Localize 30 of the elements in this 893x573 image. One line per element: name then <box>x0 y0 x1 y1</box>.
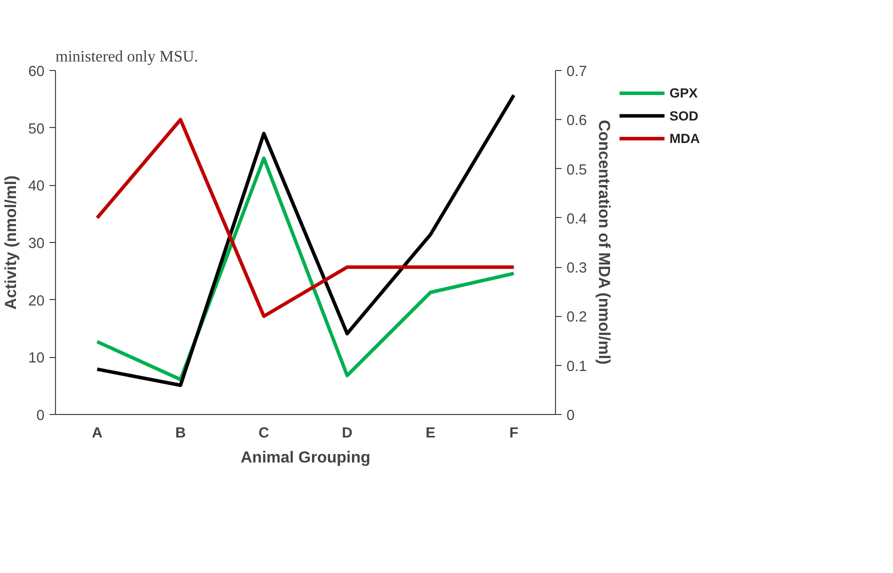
x-tick-label: D <box>342 426 352 442</box>
y2-tick-label: 0.7 <box>566 64 587 80</box>
y2-tick-label: 0.3 <box>566 260 587 277</box>
y2-tick-label: 0.5 <box>566 162 587 178</box>
y2-tick-label: 0.1 <box>566 358 587 375</box>
y2-tick-label: 0.2 <box>566 310 587 326</box>
y-tick-label: 30 <box>28 236 45 252</box>
y-tick-label: 0 <box>36 408 45 424</box>
legend-label: SOD <box>670 108 699 124</box>
x-axis-title: Animal Grouping <box>240 450 370 466</box>
x-tick-label: B <box>175 426 186 442</box>
y-tick-label: 50 <box>28 121 45 138</box>
x-tick-label: C <box>258 426 270 442</box>
text: ministered only MSU. <box>56 48 198 66</box>
x-tick-label: E <box>426 426 436 442</box>
y-axis-title: Activity (nmol/ml) <box>3 175 20 310</box>
y-tick-label: 40 <box>28 178 45 195</box>
y2-tick-label: 0 <box>566 408 575 424</box>
y2-tick-label: 0.4 <box>566 211 587 228</box>
legend-label: GPX <box>670 86 698 101</box>
line-series <box>95 93 516 388</box>
line-series <box>95 118 516 318</box>
y2-tick-label: 0.6 <box>566 113 587 130</box>
legend-label: MDA <box>670 131 700 146</box>
y-tick-label: 20 <box>28 293 45 310</box>
x-tick-label: F <box>509 426 518 442</box>
y-tick-label: 60 <box>28 64 45 80</box>
y-tick-label: 10 <box>28 350 45 367</box>
x-tick-label: A <box>92 426 103 442</box>
y2-axis-title: Concentration of MDA (nmol/ml) <box>594 120 612 365</box>
